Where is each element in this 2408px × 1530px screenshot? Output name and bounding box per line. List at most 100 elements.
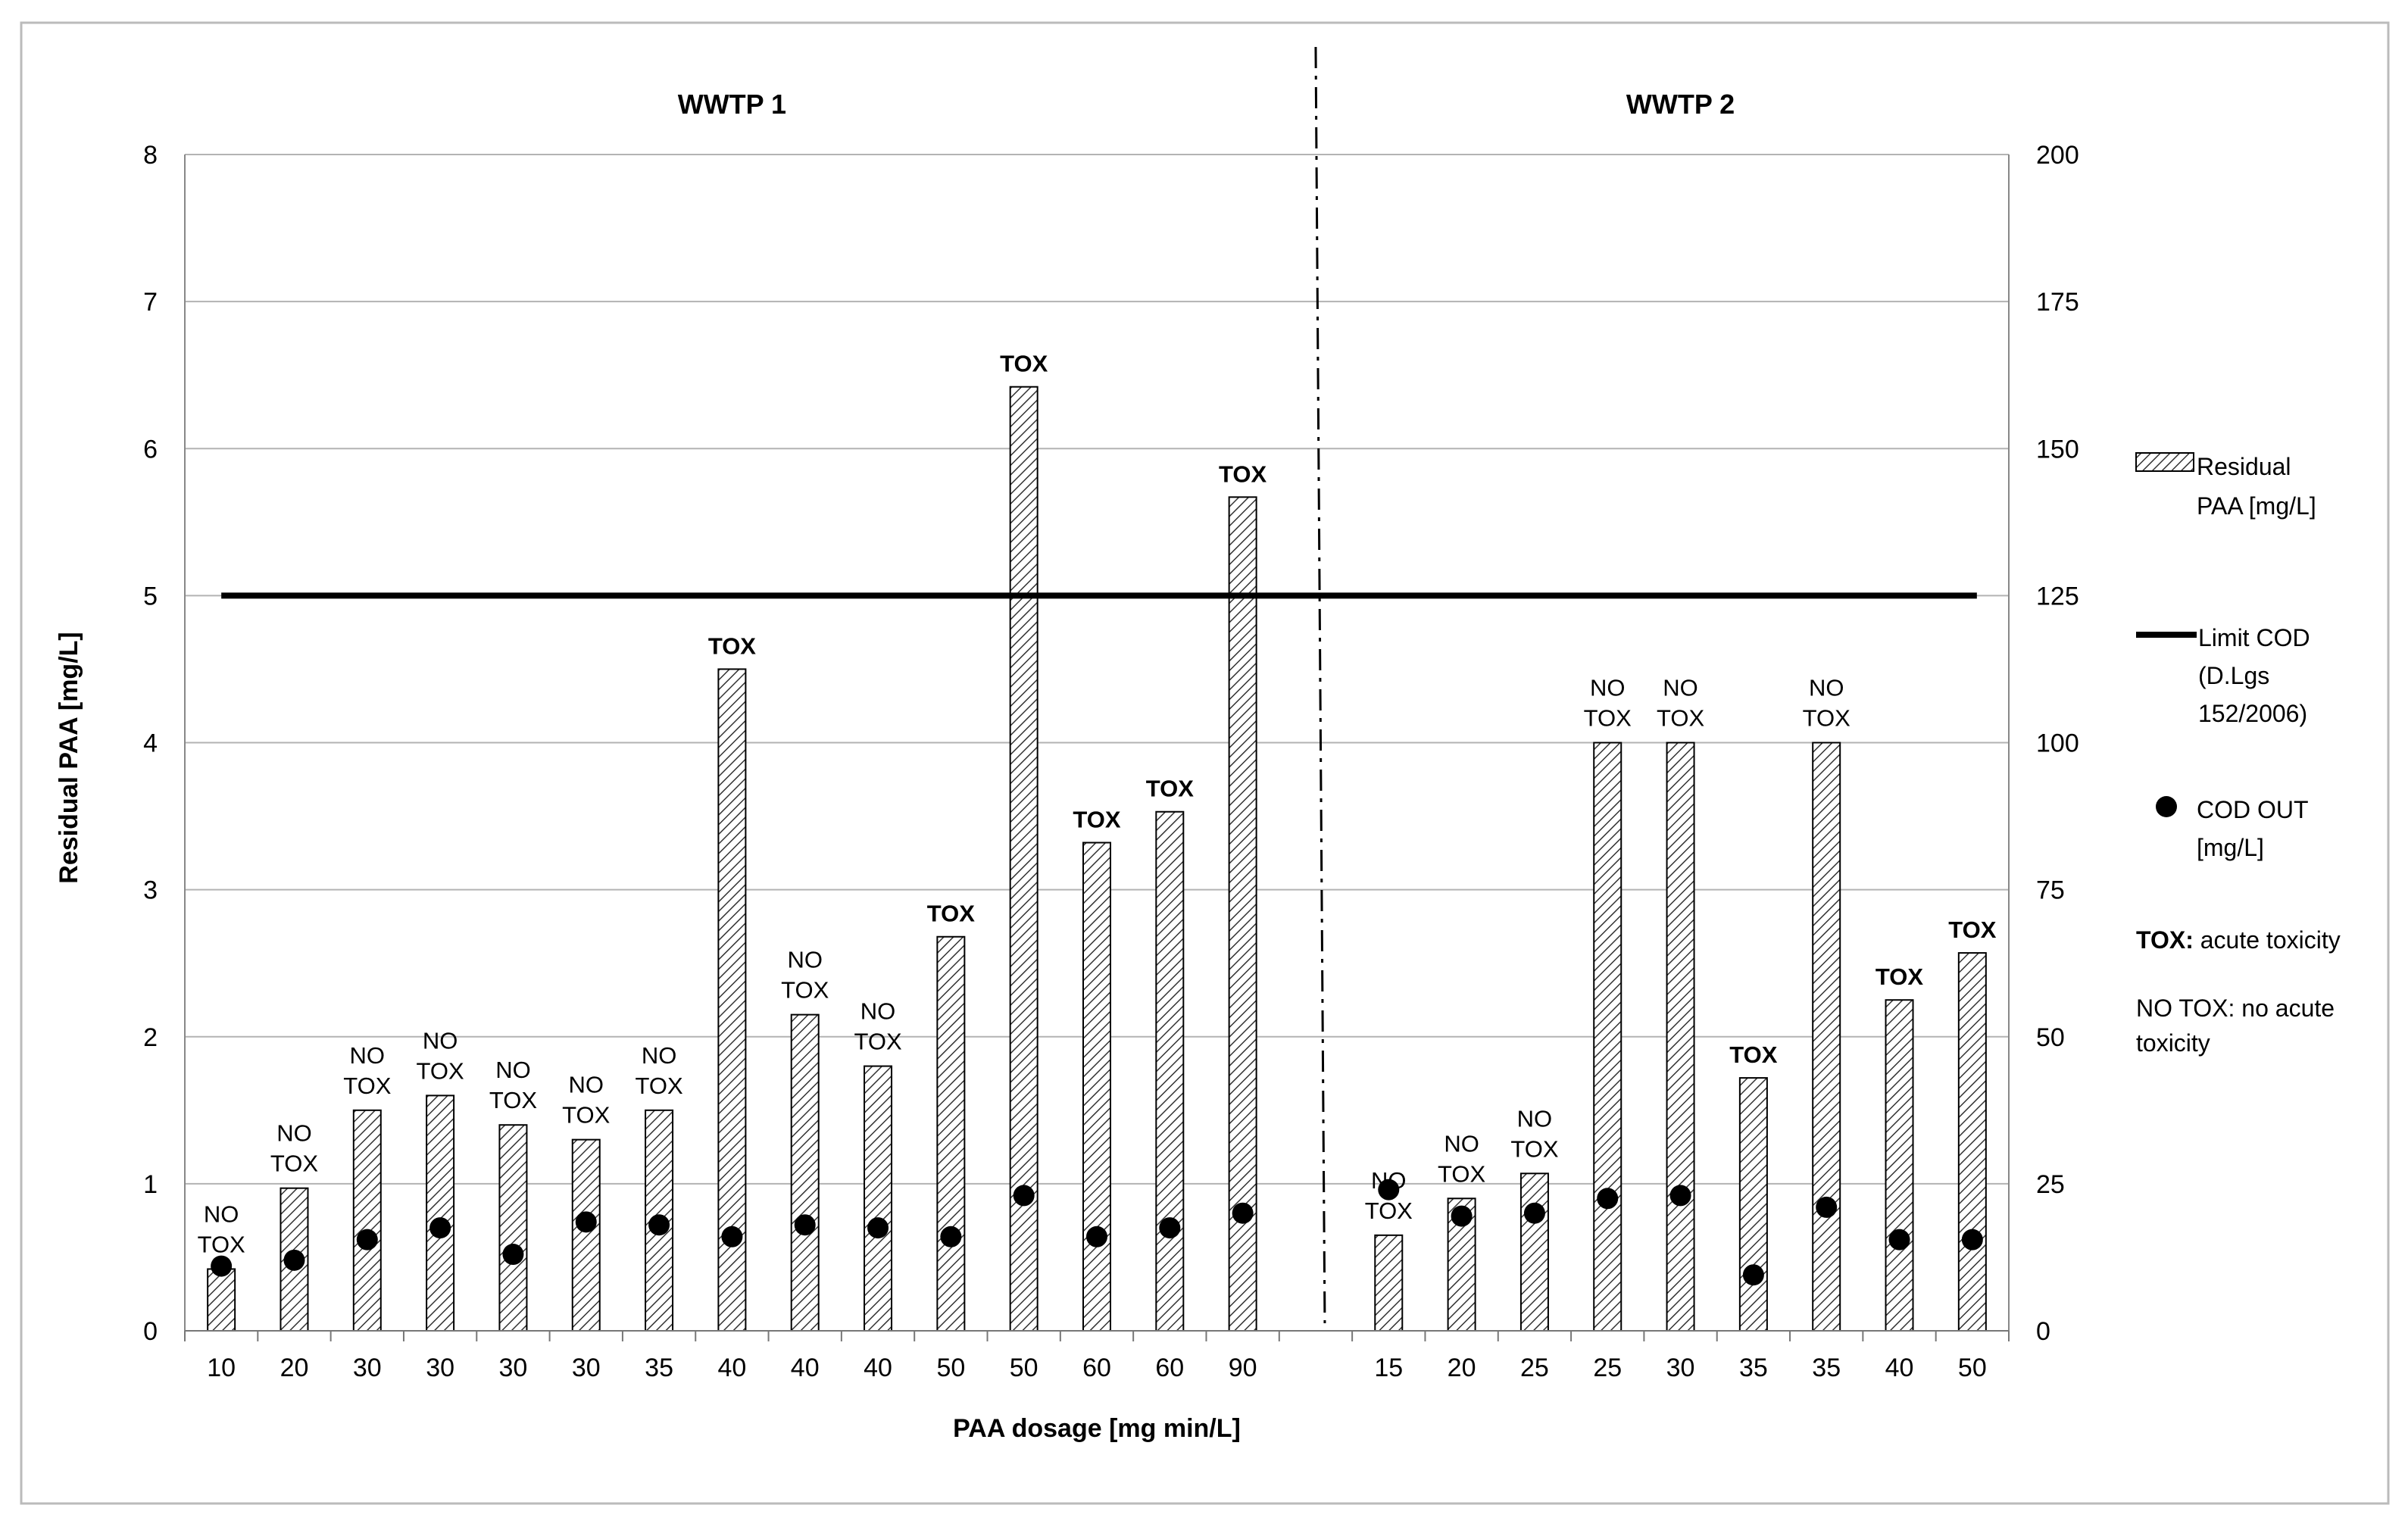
no-tox-label: NO TOX bbox=[270, 1120, 318, 1177]
x-tick-label: 50 bbox=[1958, 1354, 1987, 1382]
y-tick-label: 2 bbox=[143, 1023, 158, 1052]
residual-paa-bar bbox=[790, 1013, 820, 1332]
no-tox-label: NO TOX bbox=[1438, 1130, 1485, 1187]
y-tick-label: 4 bbox=[143, 729, 158, 758]
x-tick-label: 35 bbox=[645, 1354, 673, 1382]
residual-paa-bar bbox=[1593, 742, 1623, 1332]
y2-tick-label: 0 bbox=[2036, 1317, 2050, 1346]
cod-out-point bbox=[1888, 1229, 1910, 1251]
tox-labels: NO TOX NO TOX NO TOX NO TOX NO TOX NO TOX NO TOX TOX NO… bbox=[198, 351, 1997, 1258]
cod-out-point bbox=[721, 1226, 743, 1247]
residual-paa-bar bbox=[1082, 842, 1111, 1332]
y-tick-label: 0 bbox=[143, 1317, 158, 1346]
residual-paa-bar bbox=[864, 1065, 893, 1332]
x-tick-label: 60 bbox=[1155, 1354, 1184, 1382]
x-tick-label: 60 bbox=[1082, 1354, 1111, 1382]
axes: 0 1 2 3 4 5 6 7 8 0 25 50 75 100 125 150 175 200 10 20 30 30 3… bbox=[55, 46, 2079, 1443]
y-tick-label: 1 bbox=[143, 1170, 158, 1199]
x-tick-label: 15 bbox=[1374, 1354, 1403, 1382]
cod-out-point bbox=[211, 1255, 233, 1277]
no-tox-label: NO TOX bbox=[417, 1027, 464, 1084]
y-tick-label: 3 bbox=[143, 876, 158, 905]
x-tick-label: 50 bbox=[936, 1354, 965, 1382]
no-tox-label: NO TOX bbox=[781, 947, 829, 1004]
group-title: WWTP 2 bbox=[1626, 89, 1735, 120]
no-tox-label: NO TOX bbox=[1510, 1105, 1558, 1162]
x-tick-label: 40 bbox=[1885, 1354, 1914, 1382]
group-title: WWTP 1 bbox=[678, 89, 786, 120]
x-tick-label: 25 bbox=[1593, 1354, 1622, 1382]
legend-bar-swatch bbox=[2135, 452, 2194, 472]
cod-out-point bbox=[867, 1217, 889, 1239]
outer-border bbox=[20, 21, 2390, 1505]
tox-label: TOX bbox=[927, 901, 975, 927]
y-tick-label: 7 bbox=[143, 288, 158, 317]
x-tick-label: 40 bbox=[791, 1354, 820, 1382]
cod-out-point bbox=[429, 1217, 451, 1239]
cod-out-point bbox=[1232, 1202, 1254, 1224]
legend-tox-note: TOX: acute toxicity bbox=[2136, 926, 2341, 954]
no-tox-label: NO TOX bbox=[198, 1201, 245, 1257]
x-axis-title: PAA dosage [mg min/L] bbox=[953, 1414, 1241, 1443]
cod-out-point bbox=[1742, 1264, 1764, 1286]
cod-out-point bbox=[648, 1214, 670, 1236]
y2-tick-label: 100 bbox=[2036, 729, 2079, 758]
tox-label: TOX bbox=[1729, 1041, 1777, 1068]
y-tick-label: 8 bbox=[143, 141, 158, 170]
y-tick-label: 6 bbox=[143, 435, 158, 464]
tox-label: TOX bbox=[1875, 963, 1923, 990]
residual-paa-bar bbox=[498, 1124, 528, 1332]
no-tox-label: NO TOX bbox=[1584, 675, 1632, 732]
residual-paa-bar bbox=[1666, 742, 1695, 1332]
residual-paa-bar bbox=[207, 1268, 236, 1332]
legend-limit-cod: Limit COD (D.Lgs 152/2006) bbox=[2198, 624, 2310, 727]
no-tox-label: NO TOX bbox=[1803, 675, 1851, 732]
legend: Residual PAA [mg/L] Limit COD (D.Lgs 152/200… bbox=[2135, 452, 2341, 1057]
x-tick-label: 30 bbox=[426, 1354, 454, 1382]
legend-point-swatch bbox=[2156, 796, 2177, 817]
no-tox-label: NO TOX bbox=[1657, 675, 1704, 732]
x-tick-label: 25 bbox=[1520, 1354, 1549, 1382]
cod-out-point bbox=[283, 1249, 305, 1271]
x-tick-label: 40 bbox=[717, 1354, 746, 1382]
residual-paa-bar bbox=[717, 668, 747, 1332]
tox-label: TOX bbox=[1000, 351, 1048, 377]
y2-tick-label: 175 bbox=[2036, 288, 2079, 317]
x-tick-label: 40 bbox=[864, 1354, 892, 1382]
legend-cod-out: COD OUT [mg/L] bbox=[2197, 796, 2309, 861]
cod-points bbox=[211, 1179, 1983, 1286]
cod-out-point bbox=[1816, 1196, 1838, 1218]
legend-no-tox-note: NO TOX: no acute toxicity bbox=[2136, 994, 2335, 1057]
cod-out-point bbox=[575, 1211, 597, 1233]
residual-paa-bar bbox=[426, 1094, 455, 1332]
cod-out-point bbox=[1597, 1188, 1619, 1210]
cod-out-point bbox=[356, 1229, 378, 1251]
bars bbox=[207, 386, 1987, 1332]
tox-label: TOX bbox=[1219, 461, 1266, 487]
y2-tick-label: 25 bbox=[2036, 1170, 2065, 1199]
cod-out-point bbox=[1159, 1217, 1181, 1239]
x-tick-label: 30 bbox=[572, 1354, 601, 1382]
cod-out-point bbox=[1961, 1229, 1983, 1251]
cod-out-point bbox=[1451, 1205, 1473, 1227]
y2-tick-label: 200 bbox=[2036, 141, 2079, 170]
residual-paa-bar bbox=[1519, 1172, 1549, 1332]
no-tox-label: NO TOX bbox=[1365, 1167, 1413, 1224]
residual-paa-bar bbox=[1812, 742, 1841, 1332]
tox-label: TOX bbox=[708, 632, 756, 659]
residual-paa-bar bbox=[936, 935, 966, 1332]
cod-out-point bbox=[940, 1226, 962, 1247]
y2-tick-label: 125 bbox=[2036, 582, 2079, 610]
residual-paa-bar bbox=[1885, 999, 1914, 1332]
no-tox-label: NO TOX bbox=[343, 1042, 391, 1099]
y2-tick-label: 150 bbox=[2036, 435, 2079, 464]
no-tox-label: NO TOX bbox=[854, 998, 901, 1055]
residual-paa-bar bbox=[352, 1109, 382, 1332]
y2-tick-label: 50 bbox=[2036, 1023, 2065, 1052]
x-tick-label: 35 bbox=[1812, 1354, 1841, 1382]
x-tick-label: 35 bbox=[1739, 1354, 1768, 1382]
residual-paa-bar bbox=[571, 1138, 601, 1332]
x-tick-label: 30 bbox=[499, 1354, 528, 1382]
tox-label: TOX bbox=[1948, 916, 1996, 943]
